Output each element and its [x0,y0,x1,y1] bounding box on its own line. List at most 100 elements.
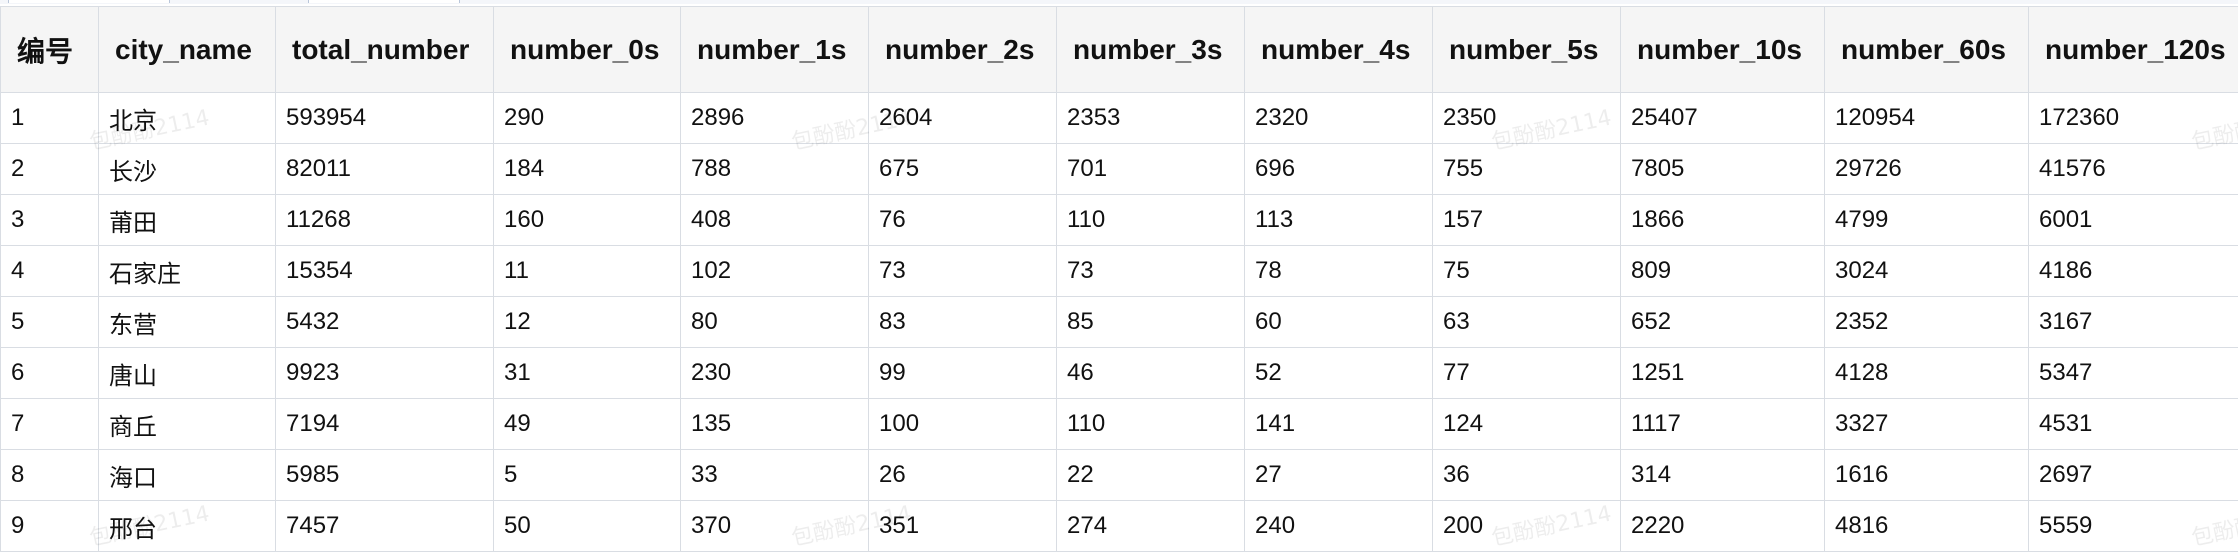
table-cell[interactable]: 593954 [275,92,494,144]
column-header[interactable]: number_10s [1620,6,1825,93]
table-cell[interactable]: 5 [0,296,99,348]
table-cell[interactable]: 110 [1056,194,1245,246]
table-cell[interactable]: 75 [1432,245,1621,297]
column-header[interactable]: number_4s [1244,6,1433,93]
table-cell[interactable]: 2 [0,143,99,195]
table-cell[interactable]: 4186 [2028,245,2238,297]
table-cell[interactable]: 172360 [2028,92,2238,144]
table-row[interactable]: 5 东营 5432 12 80 83 85 60 63 652 2352 3167 [0,296,2238,348]
table-cell[interactable]: 3167 [2028,296,2238,348]
table-row[interactable]: 9 邢台 7457 50 370 351 274 240 200 2220 4816 5559 [0,500,2238,552]
table-cell[interactable]: 4816 [1824,500,2029,552]
table-cell[interactable]: 135 [680,398,869,450]
column-header[interactable]: number_60s [1824,6,2029,93]
table-cell[interactable]: 83 [868,296,1057,348]
table-cell[interactable]: 7194 [275,398,494,450]
table-cell[interactable]: 7 [0,398,99,450]
table-cell[interactable]: 7805 [1620,143,1825,195]
table-cell[interactable]: 274 [1056,500,1245,552]
column-header[interactable]: number_1s [680,6,869,93]
table-row[interactable]: 1 北京 593954 290 2896 2604 2353 2320 2350 25407 120… [0,92,2238,144]
table-cell[interactable]: 675 [868,143,1057,195]
table-cell[interactable]: 2320 [1244,92,1433,144]
column-header[interactable]: city_name [98,6,276,93]
table-cell[interactable]: 3 [0,194,99,246]
table-cell[interactable]: 2352 [1824,296,2029,348]
table-cell[interactable]: 1616 [1824,449,2029,501]
table-cell[interactable]: 63 [1432,296,1621,348]
table-cell[interactable]: 33 [680,449,869,501]
table-cell[interactable]: 82011 [275,143,494,195]
table-cell[interactable]: 22 [1056,449,1245,501]
table-cell[interactable]: 东营 [98,296,276,348]
table-cell[interactable]: 290 [493,92,681,144]
table-row[interactable]: 2 长沙 82011 184 788 675 701 696 755 7805 29726 41576 [0,143,2238,195]
table-cell[interactable]: 15354 [275,245,494,297]
table-cell[interactable]: 5559 [2028,500,2238,552]
table-cell[interactable]: 120954 [1824,92,2029,144]
table-cell[interactable]: 5985 [275,449,494,501]
table-cell[interactable]: 11 [493,245,681,297]
table-cell[interactable]: 113 [1244,194,1433,246]
table-cell[interactable]: 海口 [98,449,276,501]
column-header[interactable]: 编号 [0,6,99,93]
table-cell[interactable]: 49 [493,398,681,450]
table-cell[interactable]: 1 [0,92,99,144]
table-row[interactable]: 3 莆田 11268 160 408 76 110 113 157 1866 4799 6001 [0,194,2238,246]
table-cell[interactable]: 5432 [275,296,494,348]
table-cell[interactable]: 46 [1056,347,1245,399]
table-cell[interactable]: 6 [0,347,99,399]
table-cell[interactable]: 73 [868,245,1057,297]
column-header[interactable]: number_2s [868,6,1057,93]
table-cell[interactable]: 52 [1244,347,1433,399]
table-cell[interactable]: 12 [493,296,681,348]
table-cell[interactable]: 141 [1244,398,1433,450]
table-row[interactable]: 7 商丘 7194 49 135 100 110 141 124 1117 3327 4531 [0,398,2238,450]
table-cell[interactable]: 1866 [1620,194,1825,246]
table-cell[interactable]: 1251 [1620,347,1825,399]
table-cell[interactable]: 102 [680,245,869,297]
table-cell[interactable]: 商丘 [98,398,276,450]
table-row[interactable]: 8 海口 5985 5 33 26 22 27 36 314 1616 2697 [0,449,2238,501]
table-cell[interactable]: 1117 [1620,398,1825,450]
table-cell[interactable]: 314 [1620,449,1825,501]
tab-stub[interactable] [8,0,170,3]
table-cell[interactable]: 4799 [1824,194,2029,246]
table-cell[interactable]: 160 [493,194,681,246]
table-cell[interactable]: 80 [680,296,869,348]
tab-stub[interactable] [308,0,460,3]
table-cell[interactable]: 370 [680,500,869,552]
table-cell[interactable]: 77 [1432,347,1621,399]
table-cell[interactable]: 4 [0,245,99,297]
table-cell[interactable]: 78 [1244,245,1433,297]
column-header[interactable]: number_5s [1432,6,1621,93]
table-cell[interactable]: 110 [1056,398,1245,450]
table-cell[interactable]: 3024 [1824,245,2029,297]
table-cell[interactable]: 200 [1432,500,1621,552]
column-header[interactable]: number_120s [2028,6,2238,93]
table-cell[interactable]: 76 [868,194,1057,246]
table-cell[interactable]: 73 [1056,245,1245,297]
table-cell[interactable]: 701 [1056,143,1245,195]
table-cell[interactable]: 唐山 [98,347,276,399]
table-cell[interactable]: 9923 [275,347,494,399]
table-cell[interactable]: 2697 [2028,449,2238,501]
table-cell[interactable]: 184 [493,143,681,195]
table-cell[interactable]: 4531 [2028,398,2238,450]
column-header[interactable]: number_3s [1056,6,1245,93]
table-cell[interactable]: 2896 [680,92,869,144]
table-cell[interactable]: 27 [1244,449,1433,501]
table-cell[interactable]: 809 [1620,245,1825,297]
table-cell[interactable]: 652 [1620,296,1825,348]
table-cell[interactable]: 50 [493,500,681,552]
table-cell[interactable]: 755 [1432,143,1621,195]
table-cell[interactable]: 29726 [1824,143,2029,195]
table-cell[interactable]: 100 [868,398,1057,450]
table-cell[interactable]: 石家庄 [98,245,276,297]
table-cell[interactable]: 2220 [1620,500,1825,552]
table-cell[interactable]: 8 [0,449,99,501]
table-cell[interactable]: 25407 [1620,92,1825,144]
table-cell[interactable]: 5347 [2028,347,2238,399]
table-cell[interactable]: 41576 [2028,143,2238,195]
table-cell[interactable]: 6001 [2028,194,2238,246]
